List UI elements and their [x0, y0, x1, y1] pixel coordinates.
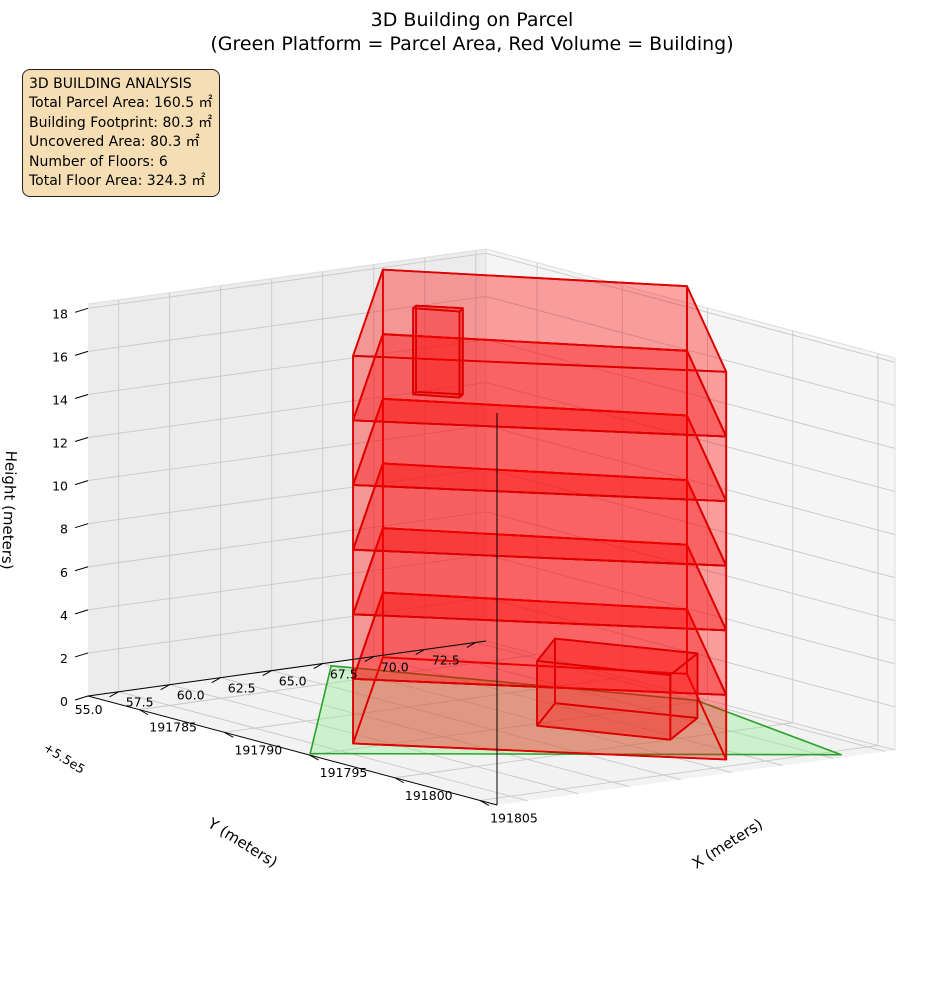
building-volume [352, 268, 728, 761]
y-tick-label: 70.0 [381, 659, 409, 674]
x-tick-label: 191805 [490, 810, 538, 825]
building-slab-6-top [536, 637, 699, 676]
y-axis-line [87, 640, 487, 697]
grid-line-y-floor [118, 691, 528, 802]
grid-line-z-left [87, 425, 487, 482]
analysis-info-box: 3D BUILDING ANALYSIS Total Parcel Area: … [22, 69, 220, 197]
y-tick-mark [109, 691, 119, 698]
y-tick-mark [211, 677, 221, 684]
chart-title-line-1: 3D Building on Parcel [371, 9, 574, 31]
chart-title-line-2: (Green Platform = Parcel Area, Red Volum… [210, 33, 733, 55]
y-tick-mark [415, 649, 426, 655]
info-title: 3D BUILDING ANALYSIS [29, 76, 192, 92]
grid-line-z-left [87, 252, 487, 309]
floor-pane [88, 641, 895, 805]
building-slab-6-bottom [536, 702, 699, 741]
grid-line-z-right [485, 640, 896, 751]
grid-line-z-right [485, 425, 896, 536]
z-tick-label: 12 [52, 436, 68, 451]
x-axis-label: X (meters) [689, 815, 766, 872]
x-tick-mark [224, 731, 234, 738]
info-number-of-floors: Number of Floors: 6 [29, 153, 168, 170]
z-tick-mark [74, 307, 89, 313]
grid-line-z-left [87, 339, 487, 395]
grid-line-y-floor [373, 656, 783, 766]
y-tick-label: 67.5 [330, 667, 358, 682]
y-tick-mark [466, 641, 477, 648]
y-tick-mark [313, 663, 323, 670]
y-offset-label: +5.5e5 [41, 740, 88, 777]
y-tick-mark [160, 684, 170, 691]
y-tick-label: 62.5 [228, 681, 256, 696]
y-tick-label: 57.5 [126, 695, 154, 710]
z-tick-label: 2 [60, 651, 68, 666]
building-slab-7-bottom [412, 390, 464, 399]
info-parcel-area: Total Parcel Area: 160.5 ㎡ [29, 95, 213, 112]
grid-line-z-left [87, 597, 487, 654]
z-tick-mark [74, 480, 89, 486]
z-tick-mark [74, 350, 89, 356]
y-tick-label: 72.5 [432, 652, 460, 667]
y-tick-mark [262, 670, 272, 677]
z-tick-mark [74, 523, 89, 529]
grid-line-y-floor [424, 649, 834, 759]
x-tick-label: 191795 [320, 765, 368, 780]
pane-edge [485, 248, 896, 359]
building-slab-7-top [412, 304, 464, 313]
grid-line-z-left [87, 554, 487, 611]
z-tick-mark [74, 393, 89, 399]
info-total-floor-area: Total Floor Area: 324.3 ㎡ [29, 173, 206, 190]
grid-line-y-floor [220, 677, 630, 788]
z-axis-label: Height (meters) [0, 450, 20, 570]
x-tick-label: 191800 [405, 788, 453, 803]
building-slab-7-side [412, 307, 461, 399]
z-tick-mark [74, 437, 89, 443]
info-uncovered-area: Uncovered Area: 80.3 ㎡ [29, 134, 200, 151]
z-tick-mark [74, 652, 89, 658]
x-tick-mark [479, 800, 490, 806]
grid-line-x-floor [139, 654, 538, 711]
grid-line-x-floor [309, 699, 708, 756]
z-tick-label: 16 [52, 349, 68, 364]
y-tick-mark [364, 656, 374, 662]
z-tick-label: 0 [60, 694, 68, 709]
grid-line-z-right [485, 252, 896, 363]
z-tick-label: 8 [60, 522, 68, 537]
z-tick-label: 14 [52, 392, 68, 407]
z-tick-mark [74, 566, 89, 572]
left-wall-pane [88, 249, 486, 696]
z-tick-label: 6 [60, 565, 68, 580]
grid-line-y-floor [169, 684, 579, 795]
grid-line-z-right [485, 382, 896, 492]
grid-line-y-floor [475, 641, 885, 752]
x-tick-mark [309, 754, 319, 761]
grid-line-z-right [485, 295, 896, 406]
info-building-footprint: Building Footprint: 80.3 ㎡ [29, 114, 213, 131]
grid-line-z-right [485, 511, 896, 622]
building-slab-5-top [352, 268, 728, 373]
y-tick-label: 60.0 [177, 688, 205, 703]
grid-line-z-right [485, 468, 896, 579]
x-tick-mark [394, 777, 404, 784]
z-tick-mark [74, 695, 89, 701]
grid-line-y-floor [271, 670, 681, 781]
y-tick-label: 55.0 [75, 702, 103, 717]
z-tick-mark [74, 609, 89, 615]
y-axis-label: Y (meters) [204, 814, 281, 871]
grid-line-z-left [87, 468, 487, 525]
x-tick-label: 191790 [234, 742, 282, 757]
x-tick-label: 191785 [149, 720, 197, 735]
grid-line-z-right [485, 339, 896, 449]
pane-edge [87, 248, 487, 305]
z-tick-label: 10 [52, 479, 68, 494]
grid-line-z-right [485, 554, 896, 665]
x-axis-line [87, 695, 498, 806]
z-tick-label: 4 [60, 608, 68, 623]
y-tick-label: 65.0 [279, 674, 307, 689]
x-tick-mark [138, 709, 149, 716]
z-tick-label: 18 [52, 306, 68, 321]
grid-line-z-left [87, 511, 487, 568]
